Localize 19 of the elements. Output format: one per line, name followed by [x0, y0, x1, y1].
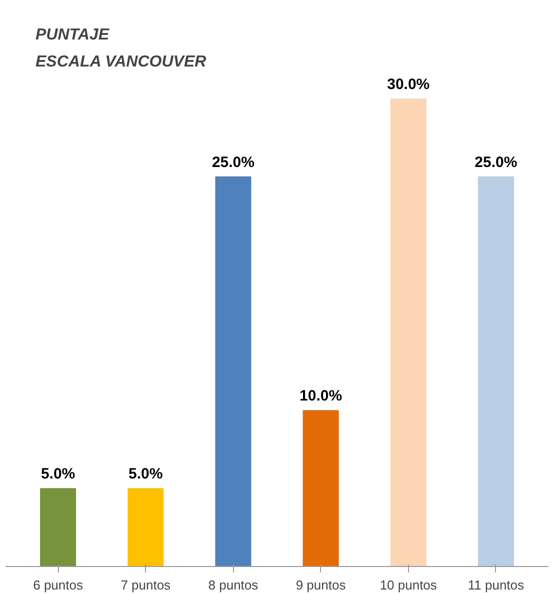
data-label: 30.0%: [387, 76, 430, 93]
data-label: 10.0%: [300, 388, 342, 405]
bar: [390, 98, 426, 566]
data-label: 25.0%: [212, 154, 254, 171]
data-label: 5.0%: [40, 466, 76, 483]
bar: [478, 176, 514, 566]
bar: [128, 488, 164, 566]
bar: [302, 410, 339, 566]
chart-title: PUNTAJE ESCALA VANCOUVER: [36, 26, 207, 71]
bar: [215, 176, 252, 566]
bar: [40, 488, 76, 566]
x-tick-label: 7 puntos: [120, 578, 172, 592]
x-tick-label: 11 puntos: [468, 578, 525, 592]
data-label: 5.0%: [128, 466, 163, 483]
x-tick-label: 9 puntos: [296, 578, 346, 592]
x-tick-label: 6 puntos: [33, 578, 84, 592]
x-tick-label: 8 puntos: [208, 578, 259, 592]
data-label: 25.0%: [474, 154, 518, 171]
x-tick-label: 10 puntos: [380, 578, 438, 592]
